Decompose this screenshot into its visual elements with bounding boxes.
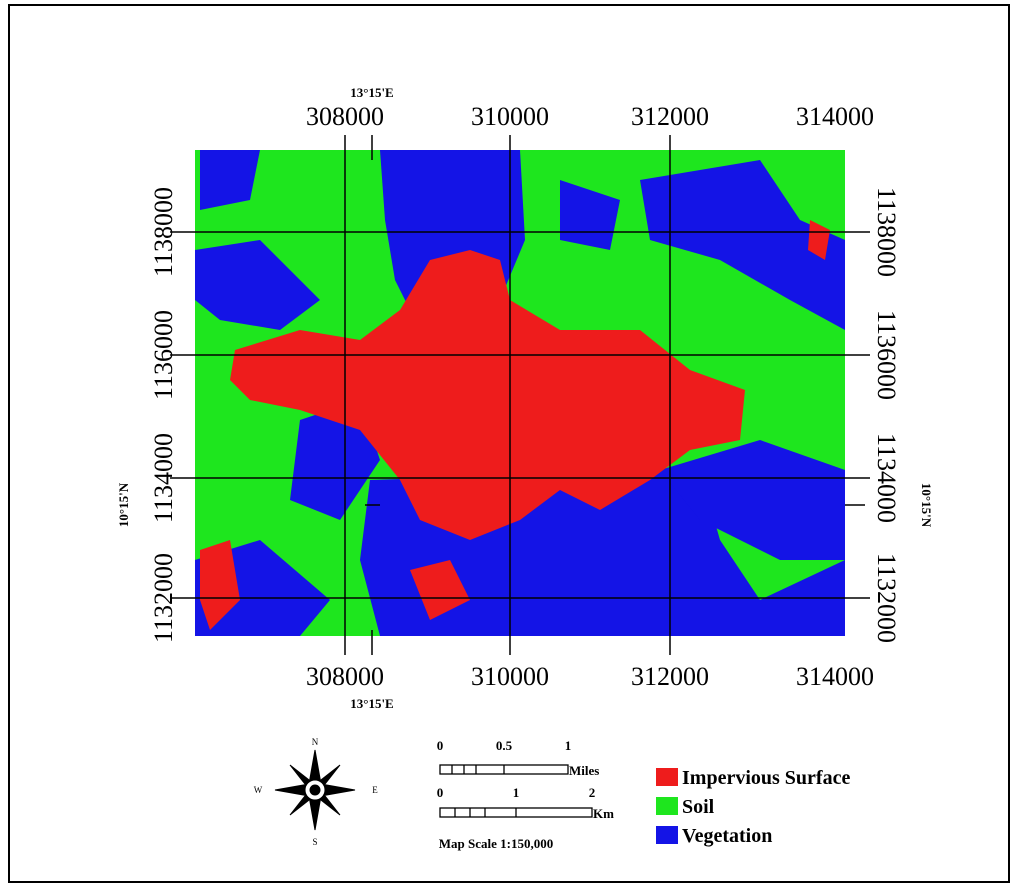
easting-label: 308000 — [306, 662, 384, 691]
legend-swatch — [656, 797, 678, 815]
map-figure: 13°15'E 13°15'E 10°15'N 10°15'N 308000 31… — [0, 0, 1016, 886]
scale-unit: Miles — [569, 763, 599, 778]
compass-n: N — [312, 737, 319, 747]
meridian-label: 13°15'E — [350, 85, 393, 100]
classified-map — [195, 150, 845, 636]
scale-tick: 1 — [513, 785, 520, 800]
northing-label: 1138000 — [872, 187, 901, 277]
parallel-label: 10°15'N — [116, 482, 131, 527]
easting-label: 314000 — [796, 662, 874, 691]
compass-e: E — [372, 785, 378, 795]
northing-label: 1134000 — [149, 433, 178, 523]
easting-label: 308000 — [306, 102, 384, 131]
meridian-label: 13°15'E — [350, 696, 393, 711]
easting-label: 312000 — [631, 662, 709, 691]
legend-label: Impervious Surface — [682, 767, 850, 789]
northing-label: 1136000 — [872, 310, 901, 400]
scale-tick: 0 — [437, 785, 444, 800]
parallel-label: 10°15'N — [919, 483, 934, 528]
scale-tick: 0.5 — [496, 738, 513, 753]
compass-w: W — [254, 785, 263, 795]
northing-label: 1132000 — [872, 553, 901, 643]
scale-tick: 1 — [565, 738, 572, 753]
legend-label: Soil — [682, 796, 715, 818]
legend-swatch — [656, 768, 678, 786]
scale-tick: 2 — [589, 785, 596, 800]
easting-label: 310000 — [471, 662, 549, 691]
easting-label: 312000 — [631, 102, 709, 131]
easting-label: 314000 — [796, 102, 874, 131]
map-scale: Map Scale 1:150,000 — [439, 836, 553, 851]
scale-unit: Km — [593, 806, 614, 821]
northing-label: 1134000 — [872, 433, 901, 523]
scale-tick: 0 — [437, 738, 444, 753]
easting-label: 310000 — [471, 102, 549, 131]
northing-label: 1132000 — [149, 553, 178, 643]
legend-swatch — [656, 826, 678, 844]
northing-label: 1136000 — [149, 310, 178, 400]
northing-label: 1138000 — [149, 187, 178, 277]
compass-s: S — [312, 837, 317, 847]
legend-label: Vegetation — [682, 825, 772, 847]
